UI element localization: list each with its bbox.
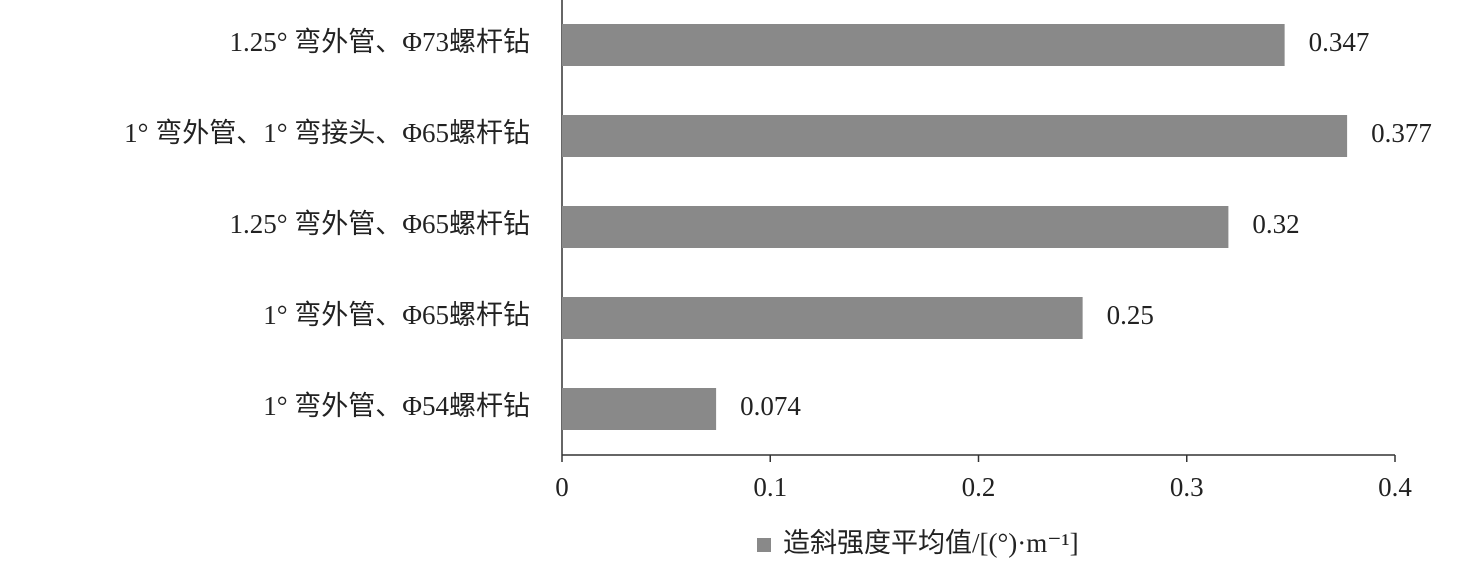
legend-swatch	[757, 538, 771, 552]
y-tick-label: 1° 弯外管、Φ65螺杆钻	[263, 300, 530, 330]
x-tick-label: 0.1	[753, 472, 787, 502]
data-label: 0.25	[1107, 300, 1154, 330]
y-tick-label: 1.25° 弯外管、Φ73螺杆钻	[229, 27, 530, 57]
x-tick-label: 0.3	[1170, 472, 1204, 502]
y-tick-label: 1° 弯外管、1° 弯接头、Φ65螺杆钻	[124, 118, 530, 148]
data-label: 0.074	[740, 391, 801, 421]
y-tick-label: 1.25° 弯外管、Φ65螺杆钻	[229, 209, 530, 239]
data-label: 0.32	[1252, 209, 1299, 239]
data-label: 0.347	[1309, 27, 1370, 57]
bar	[562, 24, 1285, 66]
bar	[562, 297, 1083, 339]
x-tick-label: 0.2	[962, 472, 996, 502]
legend-label: 造斜强度平均值/[(°)·m⁻¹]	[783, 528, 1079, 558]
x-tick-label: 0.4	[1378, 472, 1412, 502]
bar	[562, 388, 717, 430]
x-tick-label: 0	[555, 472, 569, 502]
data-label: 0.377	[1371, 118, 1432, 148]
y-tick-label: 1° 弯外管、Φ54螺杆钻	[263, 391, 530, 421]
bar	[562, 115, 1348, 157]
legend: 造斜强度平均值/[(°)·m⁻¹]	[757, 528, 1079, 558]
bar	[562, 206, 1229, 248]
